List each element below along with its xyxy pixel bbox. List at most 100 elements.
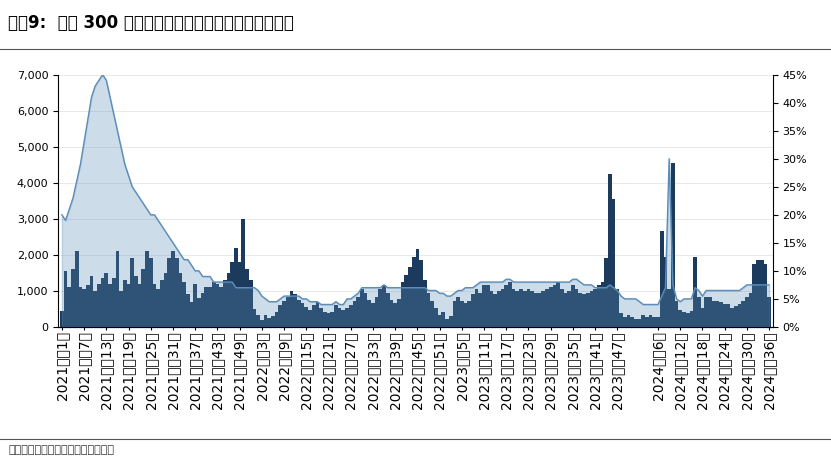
Bar	[105, 273, 108, 327]
Bar	[268, 318, 271, 327]
Bar	[164, 273, 167, 327]
Bar	[145, 251, 149, 327]
Bar	[575, 289, 578, 327]
Bar	[749, 293, 752, 327]
Bar	[623, 317, 627, 327]
Bar	[405, 275, 408, 327]
Bar	[601, 282, 604, 327]
Bar	[453, 301, 456, 327]
Bar	[438, 315, 441, 327]
Bar	[323, 312, 327, 327]
Bar	[71, 269, 75, 327]
Bar	[248, 280, 253, 327]
Bar	[97, 283, 101, 327]
Bar	[197, 298, 201, 327]
Bar	[504, 285, 508, 327]
Bar	[426, 293, 430, 327]
Bar	[456, 297, 460, 327]
Bar	[578, 293, 583, 327]
Bar	[271, 316, 275, 327]
Bar	[412, 257, 416, 327]
Bar	[253, 309, 256, 327]
Bar	[449, 316, 453, 327]
Bar	[563, 293, 568, 327]
Bar	[745, 297, 749, 327]
Bar	[327, 313, 331, 327]
Bar	[375, 297, 378, 327]
Bar	[334, 304, 337, 327]
Bar	[589, 291, 593, 327]
Bar	[86, 285, 90, 327]
Bar	[423, 280, 426, 327]
Bar	[82, 289, 86, 327]
Bar	[568, 291, 571, 327]
Bar	[245, 269, 248, 327]
Bar	[167, 258, 171, 327]
Bar	[304, 307, 308, 327]
Bar	[156, 289, 160, 327]
Bar	[215, 283, 219, 327]
Text: 来源：中指研究院，国金证券研究所: 来源：中指研究院，国金证券研究所	[8, 446, 115, 455]
Bar	[652, 317, 656, 327]
Bar	[512, 289, 515, 327]
Bar	[464, 304, 467, 327]
Bar	[360, 289, 364, 327]
Bar	[489, 291, 494, 327]
Bar	[141, 269, 145, 327]
Bar	[482, 285, 486, 327]
Bar	[64, 271, 67, 327]
Bar	[571, 285, 575, 327]
Bar	[616, 289, 619, 327]
Bar	[630, 317, 634, 327]
Bar	[90, 276, 93, 327]
Bar	[497, 291, 500, 327]
Bar	[208, 287, 212, 327]
Bar	[283, 301, 286, 327]
Bar	[79, 287, 82, 327]
Bar	[494, 295, 497, 327]
Bar	[612, 199, 616, 327]
Bar	[345, 308, 349, 327]
Bar	[297, 300, 301, 327]
Bar	[660, 232, 664, 327]
Bar	[678, 310, 682, 327]
Bar	[319, 308, 323, 327]
Bar	[719, 303, 723, 327]
Bar	[671, 163, 675, 327]
Bar	[179, 273, 182, 327]
Bar	[705, 297, 708, 327]
Bar	[441, 312, 445, 327]
Bar	[356, 297, 360, 327]
Bar	[548, 287, 553, 327]
Bar	[471, 294, 475, 327]
Bar	[371, 304, 375, 327]
Bar	[134, 276, 138, 327]
Bar	[583, 295, 586, 327]
Bar	[760, 260, 764, 327]
Bar	[608, 174, 612, 327]
Bar	[149, 258, 153, 327]
Bar	[756, 260, 760, 327]
Bar	[112, 278, 116, 327]
Bar	[556, 282, 560, 327]
Bar	[153, 283, 156, 327]
Bar	[342, 310, 345, 327]
Bar	[645, 317, 649, 327]
Bar	[60, 311, 64, 327]
Bar	[656, 317, 660, 327]
Bar	[123, 280, 126, 327]
Bar	[242, 219, 245, 327]
Bar	[545, 289, 548, 327]
Bar	[530, 291, 534, 327]
Bar	[312, 304, 316, 327]
Bar	[337, 308, 342, 327]
Bar	[693, 257, 697, 327]
Bar	[263, 315, 268, 327]
Bar	[331, 312, 334, 327]
Bar	[171, 251, 175, 327]
Bar	[767, 297, 771, 327]
Bar	[690, 311, 693, 327]
Bar	[316, 302, 319, 327]
Bar	[738, 304, 741, 327]
Bar	[175, 258, 179, 327]
